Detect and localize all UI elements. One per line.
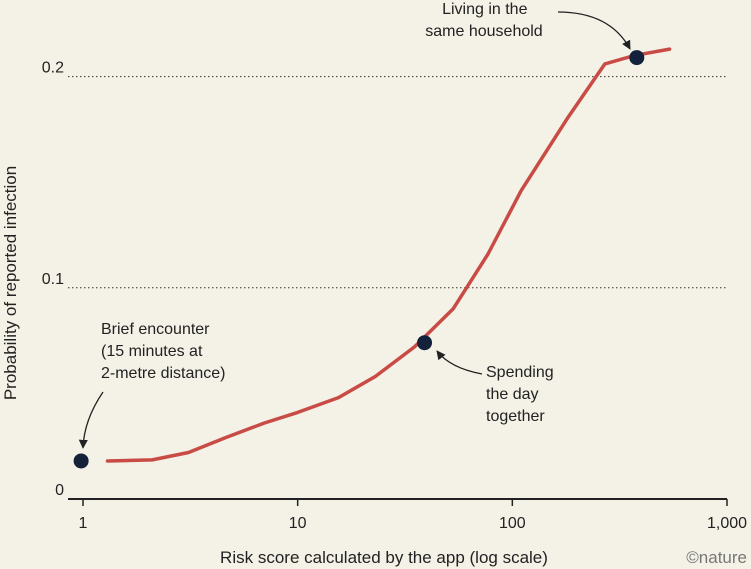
annotation-arrows [78, 11, 631, 449]
annotation-same-household-line: same household [425, 23, 542, 40]
x-tick-label: 100 [499, 515, 526, 532]
series-line [105, 47, 672, 463]
y-tick-label: 0.1 [42, 271, 64, 288]
annotation-same-household: Living in the same household [425, 1, 542, 40]
y-axis-label: Probability of reported infection [1, 166, 20, 400]
x-tick-label: 10 [289, 515, 307, 532]
annotation-same-household-line: Living in the [442, 1, 527, 18]
grid-lines [68, 76, 727, 289]
annotation-spending-day-line: Spending [486, 364, 554, 381]
nature-credit: ©nature [686, 548, 747, 567]
annotation-spending-day: Spending the day together [486, 364, 558, 425]
highlight-point [417, 335, 433, 351]
arrow-same-household [557, 11, 631, 50]
annotation-spending-day-line: together [486, 408, 545, 425]
x-tick-label: 1 [79, 515, 88, 532]
annotation-brief-encounter-line: Brief encounter [101, 321, 210, 338]
highlight-points [73, 50, 645, 469]
highlight-point [629, 50, 645, 66]
x-tick-label: 1,000 [707, 515, 747, 532]
annotation-brief-encounter: Brief encounter (15 minutes at 2-metre d… [101, 321, 226, 382]
highlight-point [73, 453, 89, 469]
annotation-brief-encounter-line: (15 minutes at [101, 343, 203, 360]
y-tick-label: 0 [55, 482, 64, 499]
x-tick-labels: 1 10 100 1,000 [79, 499, 747, 532]
arrow-spending-day [436, 350, 483, 375]
annotation-spending-day-line: the day [486, 386, 538, 403]
x-axis-label: Risk score calculated by the app (log sc… [220, 548, 548, 567]
annotation-brief-encounter-line: 2-metre distance) [101, 365, 226, 382]
y-tick-labels: 0 0.1 0.2 [42, 60, 64, 499]
arrow-brief-encounter [78, 391, 104, 449]
y-tick-label: 0.2 [42, 60, 64, 77]
